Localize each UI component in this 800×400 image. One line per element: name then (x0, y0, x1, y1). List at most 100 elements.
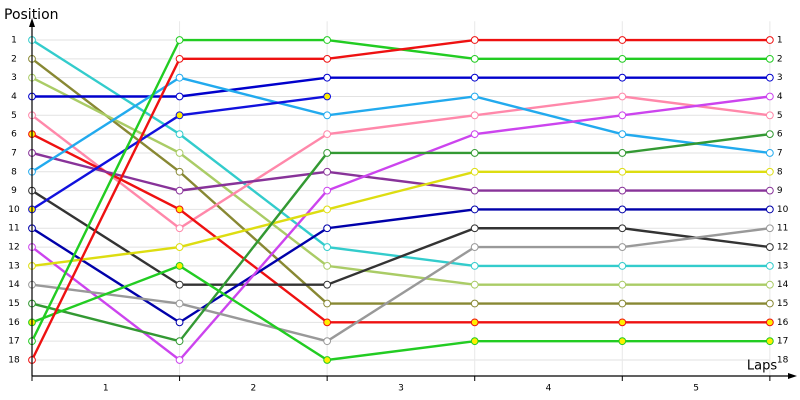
position-marker (618, 54, 627, 63)
position-marker (470, 243, 479, 251)
position-marker (323, 318, 332, 327)
position-marker (765, 73, 774, 82)
position-marker (470, 224, 479, 233)
position-marker (323, 186, 332, 195)
position-marker (323, 111, 332, 120)
position-marker (323, 337, 332, 346)
position-marker (765, 167, 774, 176)
position-marker (470, 318, 479, 327)
position-marker (765, 299, 774, 308)
position-line (31, 227, 771, 343)
y-tick-label: 17 (8, 337, 19, 347)
position-line (32, 76, 770, 98)
y-tick-label-right: 14 (777, 280, 789, 290)
position-marker (765, 224, 774, 233)
position-marker (323, 261, 332, 270)
y-tick-label: 1 (11, 36, 17, 46)
position-marker (323, 243, 332, 251)
position-marker (175, 356, 184, 364)
position-marker (765, 261, 774, 270)
y-tick-label-right: 5 (777, 111, 783, 121)
position-line (31, 264, 770, 362)
position-marker (175, 167, 184, 176)
position-marker (618, 73, 627, 82)
y-tick-label-right: 1 (777, 36, 783, 46)
position-line (31, 76, 771, 173)
position-marker (323, 299, 332, 308)
y-tick-label-right: 11 (777, 224, 788, 234)
y-tick-label: 8 (11, 167, 17, 177)
position-marker (470, 92, 479, 101)
y-tick-label-right: 6 (777, 130, 783, 140)
position-marker (618, 167, 627, 176)
position-marker (175, 149, 184, 157)
position-marker (470, 186, 479, 195)
position-marker (470, 149, 479, 157)
x-tick-label: 4 (546, 384, 552, 394)
position-marker (618, 299, 627, 308)
position-marker (765, 337, 774, 346)
position-marker (618, 261, 627, 270)
y-tick-label: 15 (8, 299, 19, 309)
position-marker (323, 280, 332, 289)
position-marker (618, 243, 627, 251)
position-marker (470, 36, 479, 44)
position-marker (470, 54, 479, 63)
position-marker (175, 73, 184, 82)
position-marker (618, 130, 627, 139)
y-tick-label: 7 (11, 148, 17, 158)
x-axis-arrow (788, 373, 797, 379)
y-tick-label-right: 9 (777, 186, 783, 196)
position-marker (175, 261, 184, 270)
position-marker (765, 280, 774, 289)
y-tick-label: 2 (11, 54, 17, 64)
y-axis-label: Position (4, 7, 59, 23)
position-marker (323, 130, 332, 139)
position-marker (470, 261, 479, 270)
y-tick-label: 5 (11, 111, 17, 121)
position-marker (618, 337, 627, 346)
position-marker (323, 36, 332, 44)
position-marker (470, 130, 479, 139)
position-marker (765, 149, 774, 157)
position-line (31, 208, 770, 324)
position-marker (175, 280, 184, 289)
position-marker (175, 318, 184, 327)
y-tick-label: 13 (8, 261, 19, 271)
position-marker (765, 92, 774, 101)
y-tick-label-right: 16 (777, 318, 789, 328)
y-tick-label: 14 (8, 280, 20, 290)
position-marker (323, 224, 332, 233)
plot-markers (28, 36, 774, 364)
y-tick-label-right: 8 (777, 167, 783, 177)
position-marker (765, 318, 774, 327)
y-axis-arrow (29, 18, 35, 27)
position-marker (323, 167, 332, 176)
position-marker (470, 73, 479, 82)
y-tick-label: 18 (8, 356, 20, 366)
position-marker (765, 186, 774, 195)
y-tick-label-right: 12 (777, 243, 788, 253)
position-marker (618, 205, 627, 214)
position-marker (618, 280, 627, 289)
position-marker (175, 111, 184, 120)
y-tick-label: 4 (11, 92, 17, 102)
y-tick-label: 6 (11, 130, 17, 140)
position-marker (618, 186, 627, 195)
x-tick-label: 5 (693, 384, 699, 394)
position-line (31, 95, 771, 362)
position-line (31, 76, 770, 286)
position-marker (765, 130, 774, 139)
position-marker (470, 205, 479, 214)
position-marker (765, 54, 774, 63)
y-tick-label: 11 (8, 224, 19, 234)
position-marker (470, 280, 479, 289)
position-marker (618, 92, 627, 101)
position-marker (175, 186, 184, 195)
position-marker (323, 356, 332, 364)
position-line (31, 151, 770, 192)
y-tick-label: 16 (8, 318, 20, 328)
